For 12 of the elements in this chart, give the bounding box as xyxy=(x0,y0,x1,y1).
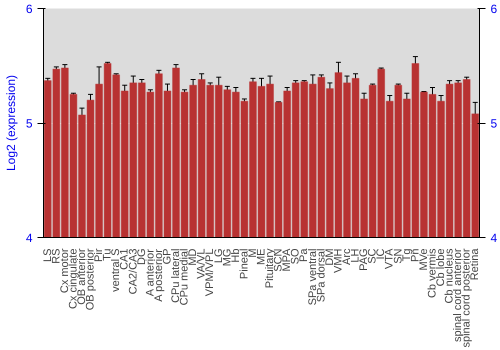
x-tick-label: OB posterior xyxy=(84,248,97,310)
x-tick-label: A posterior xyxy=(152,248,165,302)
y-tick-label: 4 xyxy=(26,231,33,245)
x-tick-label: Tg xyxy=(400,248,413,262)
y-tick-label: 5 xyxy=(26,116,33,130)
y-axis-title: Log2 (expression) xyxy=(4,74,18,172)
x-tick-label: Retina xyxy=(469,248,482,280)
x-tick-label: RS xyxy=(50,248,62,264)
y2-tick-label: 5 xyxy=(490,116,498,130)
y2-tick-label: 6 xyxy=(490,2,498,16)
y-tick-label: 6 xyxy=(26,2,33,16)
y2-tick-label: 4 xyxy=(490,231,498,245)
